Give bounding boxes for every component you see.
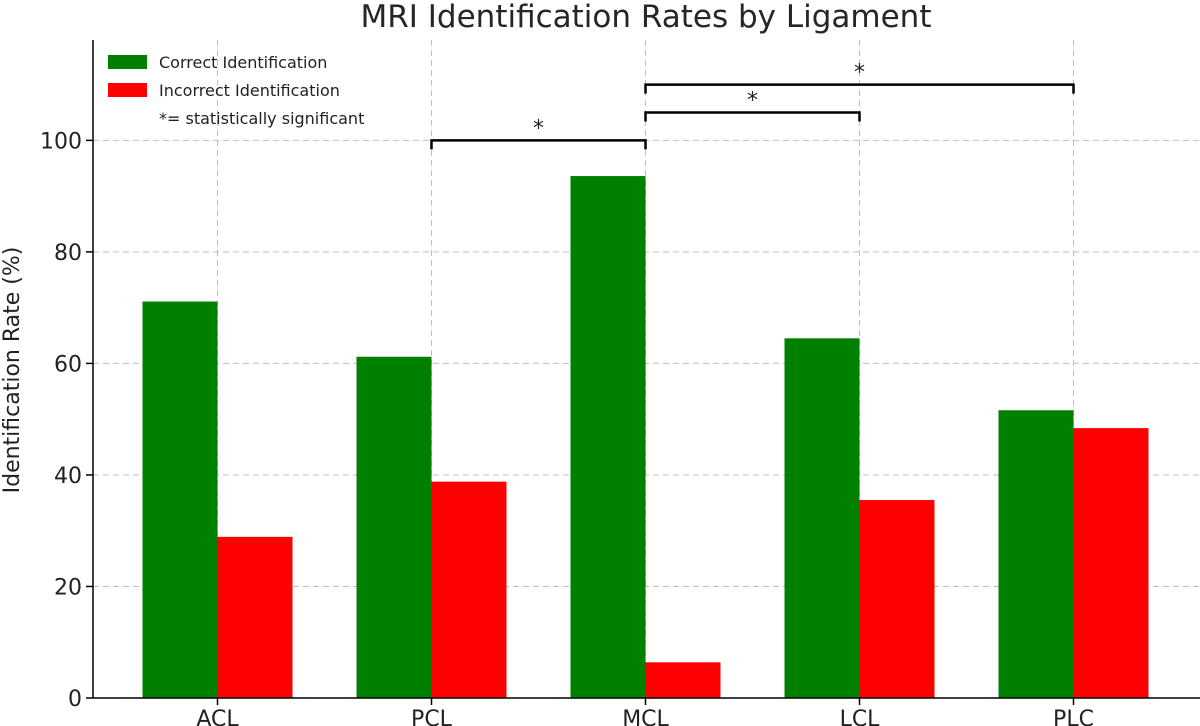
- y-tick-label-80: 80: [54, 241, 82, 266]
- y-tick-label-0: 0: [68, 687, 82, 712]
- significance-brackets: * * *: [430, 61, 1075, 150]
- y-tick-label-40: 40: [54, 464, 82, 489]
- bar-correct-lcl: [784, 338, 860, 698]
- axes: [92, 40, 1200, 699]
- y-tick-label-100: 100: [40, 129, 82, 154]
- legend: Correct Identification Incorrect Identif…: [108, 53, 364, 128]
- y-ticks: 0 20 40 60 80 100: [40, 129, 93, 712]
- y-tick-label-60: 60: [54, 352, 82, 377]
- bar-incorrect-acl: [217, 536, 293, 698]
- legend-label-incorrect: Incorrect Identification: [159, 81, 340, 100]
- bar-correct-acl: [142, 301, 218, 698]
- chart-title: MRI Identification Rates by Ligament: [361, 0, 932, 35]
- bar-incorrect-lcl: [859, 500, 935, 698]
- legend-label-correct: Correct Identification: [159, 53, 327, 72]
- bars: [142, 176, 1149, 698]
- x-ticks: ACL PCL MCL LCL PLC: [196, 698, 1094, 726]
- sig-star-pcl-mcl: *: [533, 116, 544, 141]
- sig-star-mcl-plc: *: [854, 61, 865, 86]
- x-tick-label-acl: ACL: [196, 707, 239, 726]
- legend-swatch-incorrect: [108, 83, 147, 97]
- bar-correct-plc: [998, 410, 1074, 698]
- bar-incorrect-mcl: [645, 662, 721, 698]
- bar-incorrect-plc: [1073, 428, 1149, 698]
- legend-note: *= statistically significant: [159, 109, 364, 128]
- y-tick-label-20: 20: [54, 575, 82, 600]
- x-tick-label-pcl: PCL: [411, 707, 453, 726]
- legend-swatch-correct: [108, 55, 147, 69]
- sig-bracket-mcl-lcl: [644, 111, 861, 122]
- sig-bracket-pcl-mcl: [430, 139, 647, 150]
- bar-incorrect-pcl: [431, 481, 507, 698]
- bar-correct-pcl: [356, 356, 432, 698]
- x-tick-label-lcl: LCL: [840, 707, 881, 726]
- sig-bracket-mcl-plc: [644, 83, 1075, 94]
- x-tick-label-plc: PLC: [1053, 707, 1094, 726]
- bar-correct-mcl: [570, 176, 646, 698]
- sig-star-mcl-lcl: *: [747, 88, 758, 113]
- y-axis-label: Identification Rate (%): [0, 247, 25, 494]
- x-tick-label-mcl: MCL: [622, 707, 669, 726]
